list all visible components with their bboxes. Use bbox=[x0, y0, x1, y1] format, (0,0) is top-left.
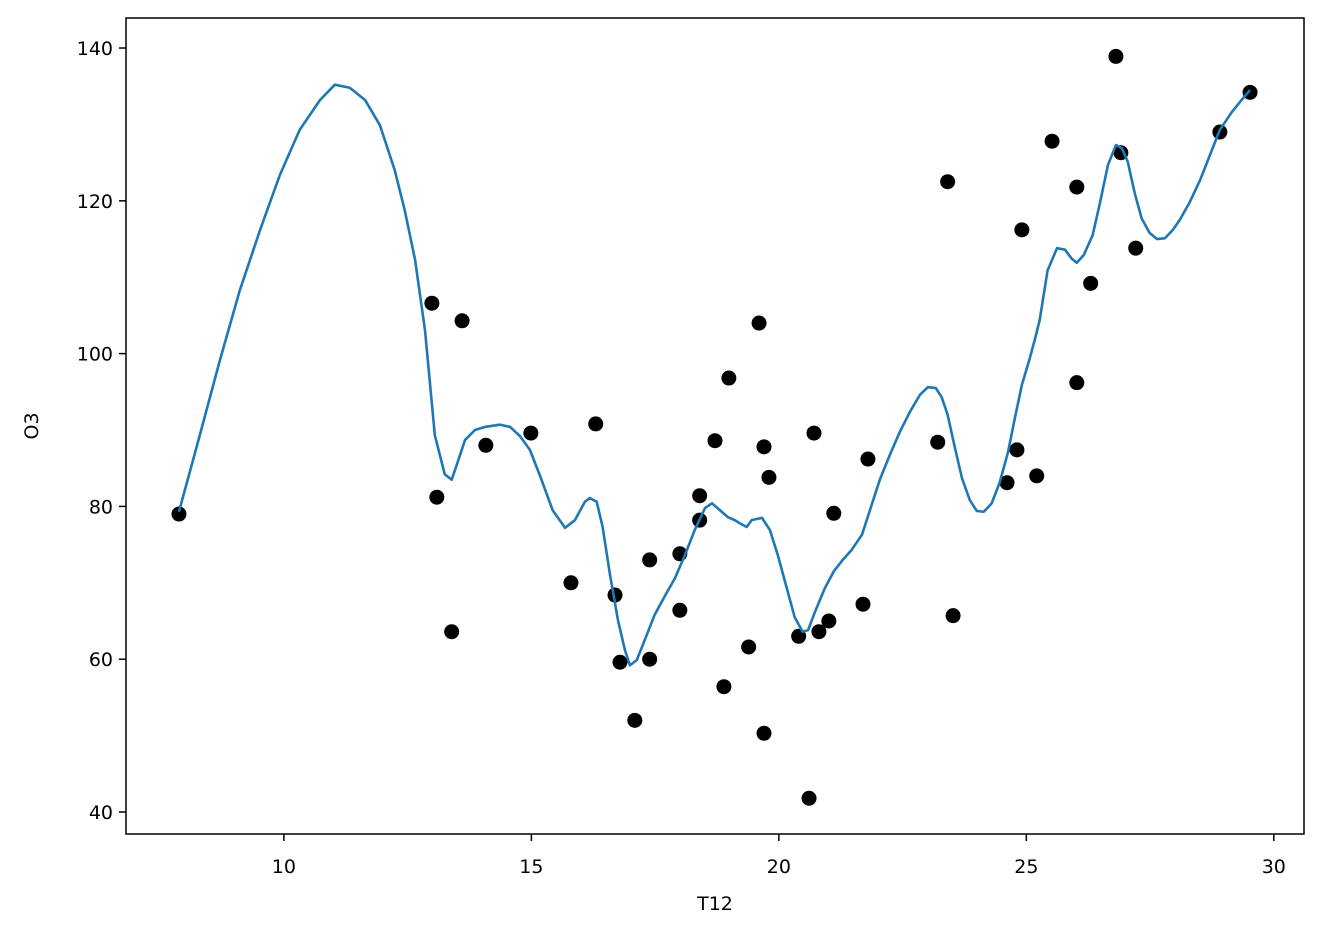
y-tick-label: 120 bbox=[77, 191, 113, 213]
x-axis-label: T12 bbox=[696, 893, 733, 915]
scatter-point bbox=[741, 639, 757, 655]
scatter-point bbox=[801, 790, 817, 806]
scatter-point bbox=[940, 174, 956, 190]
scatter-point bbox=[811, 624, 827, 640]
scatter-point bbox=[930, 434, 946, 450]
scatter-point bbox=[523, 425, 539, 441]
scatter-point bbox=[1029, 468, 1045, 484]
scatter-point bbox=[642, 552, 658, 568]
scatter-point bbox=[716, 679, 732, 695]
scatter-point bbox=[826, 505, 842, 521]
scatter-point bbox=[612, 654, 628, 670]
scatter-point bbox=[627, 712, 643, 728]
scatter-point bbox=[1128, 240, 1144, 256]
scatter-point bbox=[563, 575, 579, 591]
x-tick-label: 10 bbox=[272, 856, 296, 878]
scatter-point bbox=[444, 624, 460, 640]
scatter-point bbox=[945, 608, 961, 624]
scatter-point bbox=[806, 425, 822, 441]
scatter-point bbox=[1069, 179, 1085, 195]
scatter-point bbox=[429, 489, 445, 505]
scatter-point bbox=[588, 416, 604, 432]
fit-line bbox=[177, 83, 1252, 667]
x-tick-label: 20 bbox=[767, 856, 791, 878]
scatter-point bbox=[1083, 275, 1099, 291]
y-axis-label: O3 bbox=[21, 412, 43, 439]
scatter-point bbox=[171, 506, 187, 522]
scatter-point bbox=[672, 602, 688, 618]
scatter-point bbox=[692, 488, 708, 504]
scatter-point bbox=[1108, 48, 1124, 64]
scatter-point bbox=[761, 469, 777, 485]
x-tick-label: 15 bbox=[519, 856, 543, 878]
scatter-point bbox=[1069, 375, 1085, 391]
scatter-point bbox=[707, 433, 723, 449]
scatter-point bbox=[821, 613, 837, 629]
y-tick-label: 80 bbox=[89, 496, 113, 518]
y-tick-label: 140 bbox=[77, 38, 113, 60]
scatter-point bbox=[607, 587, 623, 603]
y-tick-label: 40 bbox=[89, 802, 113, 824]
scatter-point bbox=[1014, 222, 1030, 238]
scatter-point bbox=[478, 437, 494, 453]
scatter-point bbox=[999, 475, 1015, 491]
scatter-point bbox=[1044, 133, 1060, 149]
scatter-point bbox=[721, 370, 737, 386]
scatter-point bbox=[756, 725, 772, 741]
scatter-point bbox=[424, 295, 440, 311]
scatter-point bbox=[860, 451, 876, 467]
scatter-point bbox=[756, 439, 772, 455]
y-tick-label: 100 bbox=[77, 344, 113, 366]
x-tick-label: 25 bbox=[1014, 856, 1038, 878]
x-tick-label: 30 bbox=[1262, 856, 1286, 878]
scatter-point bbox=[1009, 442, 1025, 458]
scatter-point bbox=[642, 651, 658, 667]
scatter-point bbox=[855, 596, 871, 612]
scatter-point bbox=[454, 313, 470, 329]
plot-frame bbox=[125, 17, 1305, 835]
scatter-point bbox=[751, 315, 767, 331]
y-tick-label: 60 bbox=[89, 649, 113, 671]
